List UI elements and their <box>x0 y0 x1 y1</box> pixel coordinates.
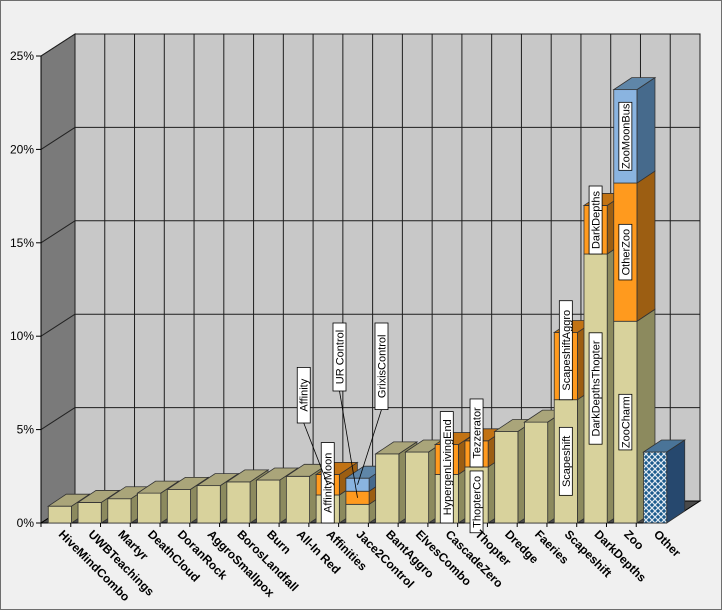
bar-segment-HiveMindCombo-0 <box>47 505 72 524</box>
bar-top-Other <box>642 439 687 453</box>
x-axis: HiveMindComboUWBTeachingsMartyrDeathClou… <box>40 523 684 604</box>
y-tick-label-3: 15% <box>10 236 34 250</box>
segment-label-box-13 <box>618 101 633 171</box>
callout-line-2 <box>339 390 358 498</box>
segment-label-box-9 <box>588 332 603 445</box>
callout-line-1 <box>303 422 329 485</box>
segment-label-box-5 <box>469 470 484 534</box>
bar-segment-Faeries-0 <box>524 421 549 524</box>
left-wall <box>40 33 76 524</box>
segment-label-12: OtherZoo <box>620 229 632 275</box>
segment-label-box-4 <box>439 411 454 524</box>
segment-label-11: ZooCharm <box>620 396 632 448</box>
bar-top-AggroSmallpox <box>195 473 240 487</box>
segment-label-box-7 <box>558 426 573 496</box>
segment-label-6: Tezzerator <box>472 407 484 459</box>
bar-side-Zoo-2 <box>636 76 656 184</box>
bar-segment-BantAggro-0 <box>375 453 400 524</box>
bar-segment-Other-0 <box>643 451 668 524</box>
y-tick-label-2: 10% <box>10 329 34 343</box>
bar-segment-AggroSmallpox-0 <box>196 485 221 524</box>
callout-line-3 <box>357 409 382 485</box>
segment-label-box-10 <box>588 185 603 255</box>
x-tick-label-19: Zoo <box>621 527 646 552</box>
bar-side-Other-0 <box>666 439 686 524</box>
bar-top-BantAggro <box>374 441 419 455</box>
y-tick-label-4: 20% <box>10 142 34 156</box>
segment-label-9: DarkDepthsThopter <box>591 340 603 436</box>
segment-label-13: ZooMoonBus <box>620 103 632 169</box>
bar-top-UWBTeachings <box>76 490 121 503</box>
bar-segment-BorosLandfall-0 <box>226 481 251 524</box>
bar-segment-All-In Red-0 <box>285 475 310 524</box>
bar-segment-Dredge-0 <box>494 431 519 524</box>
bar-segment-UWBTeachings-0 <box>77 502 102 524</box>
segment-label-box-3 <box>374 322 389 410</box>
bar-top-BorosLandfall <box>225 469 270 483</box>
grid-side-3 <box>40 220 76 244</box>
y-tick-label-1: 5% <box>17 423 35 437</box>
x-tick-label-20: Other <box>651 527 684 560</box>
segment-label-box-11 <box>618 393 633 451</box>
segment-label-8: ScapeshiftAggro <box>561 310 573 391</box>
segment-label-2: UR Control <box>335 330 347 384</box>
grid-side-2 <box>40 313 76 337</box>
segment-label-3: GrixisControl <box>377 335 389 399</box>
bar-top-Burn <box>255 467 300 481</box>
segment-label-box-1 <box>296 366 311 424</box>
segment-label-10: DarkDepths <box>591 190 603 249</box>
bar-segment-DoranRock-0 <box>166 488 191 524</box>
segment-label-1: Affinity <box>299 378 311 411</box>
bar-Other <box>642 439 687 524</box>
segment-label-box-0 <box>320 442 335 524</box>
segment-label-box-12 <box>618 223 633 281</box>
grid-side-5 <box>40 33 76 57</box>
y-tick-label-0: 0% <box>17 516 35 530</box>
segment-label-box-8 <box>558 300 573 401</box>
bar-side-Zoo-1 <box>636 170 656 323</box>
segment-label-box-2 <box>332 322 347 392</box>
bar-top-DoranRock <box>166 476 210 490</box>
segment-label-4: HypergenLivingEnd <box>442 419 454 515</box>
bar-top-DeathCloud <box>136 480 181 494</box>
segment-label-7: Scapeshift <box>561 436 573 487</box>
grid-side-4 <box>40 126 76 150</box>
bar-segment-Burn-0 <box>256 479 281 524</box>
grid-side-1 <box>40 407 76 431</box>
bar-segment-DeathCloud-0 <box>137 492 162 524</box>
segment-label-box-6 <box>469 398 484 468</box>
bar-segment-Martyr-0 <box>107 498 132 524</box>
y-tick-label-5: 25% <box>10 49 34 63</box>
bar-top-Zoo <box>612 77 657 91</box>
segment-labels: AffinityMoon Affinity UR Control GrixisCont… <box>296 101 633 534</box>
segment-label-5: ThopterCo <box>472 476 484 528</box>
bar-segment-ElvesCombo-0 <box>405 451 430 524</box>
bar-segment-Jace2Control-0 <box>345 503 370 524</box>
y-axis: 0% 5% 10% 15% 20% 25% <box>10 49 42 530</box>
bar-top-HiveMindCombo <box>46 493 91 507</box>
segment-label-0: AffinityMoon <box>323 453 335 513</box>
